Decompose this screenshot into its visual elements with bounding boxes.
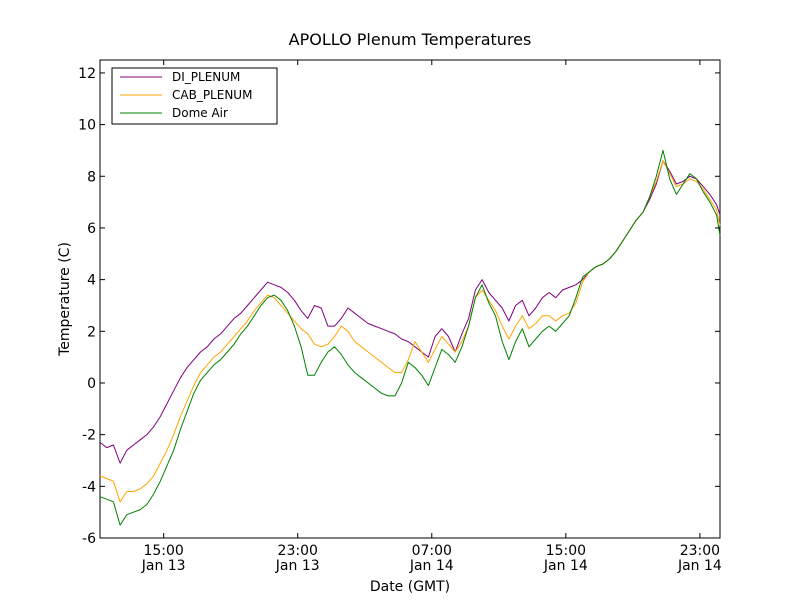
y-tick-label: 4 [87,273,96,289]
y-tick-label: 8 [87,169,96,185]
series-layer [99,149,721,526]
x-tick-time-label: 23:00 [680,543,720,559]
y-tick-label: -4 [82,479,96,495]
y-axis-label: Temperature (C) [57,242,73,357]
y-tick-label: 10 [78,118,96,134]
chart-title: APOLLO Plenum Temperatures [289,30,532,49]
x-tick-time-label: 15:00 [546,543,586,559]
series-line-dome-air [99,149,721,526]
y-tick-label: -6 [82,531,96,547]
y-tick-label: 2 [87,324,96,340]
x-axis-label: Date (GMT) [370,579,450,595]
x-tick-time-label: 07:00 [412,543,452,559]
legend-label-cab-plenum: CAB_PLENUM [172,88,252,102]
y-tick-label: 6 [87,221,96,237]
x-tick-date-label: Jan 14 [677,558,722,574]
y-tick-label: -2 [82,428,96,444]
legend-label-dome-air: Dome Air [172,106,228,120]
y-tick-label: 12 [78,66,96,82]
legend: DI_PLENUM CAB_PLENUM Dome Air [111,67,278,125]
plot-frame [99,59,721,539]
x-tick-date-label: Jan 13 [275,558,320,574]
x-tick-time-label: 15:00 [143,543,183,559]
legend-label-di-plenum: DI_PLENUM [172,70,240,84]
plot-area [99,59,721,539]
y-tick-label: 0 [87,376,96,392]
x-tick-date-label: Jan 14 [409,558,454,574]
x-tick-time-label: 23:00 [278,543,318,559]
x-tick-date-label: Jan 13 [141,558,186,574]
x-tick-date-label: Jan 14 [543,558,588,574]
y-axis: -6 -4 -2 0 2 4 6 8 10 12 [78,66,720,547]
